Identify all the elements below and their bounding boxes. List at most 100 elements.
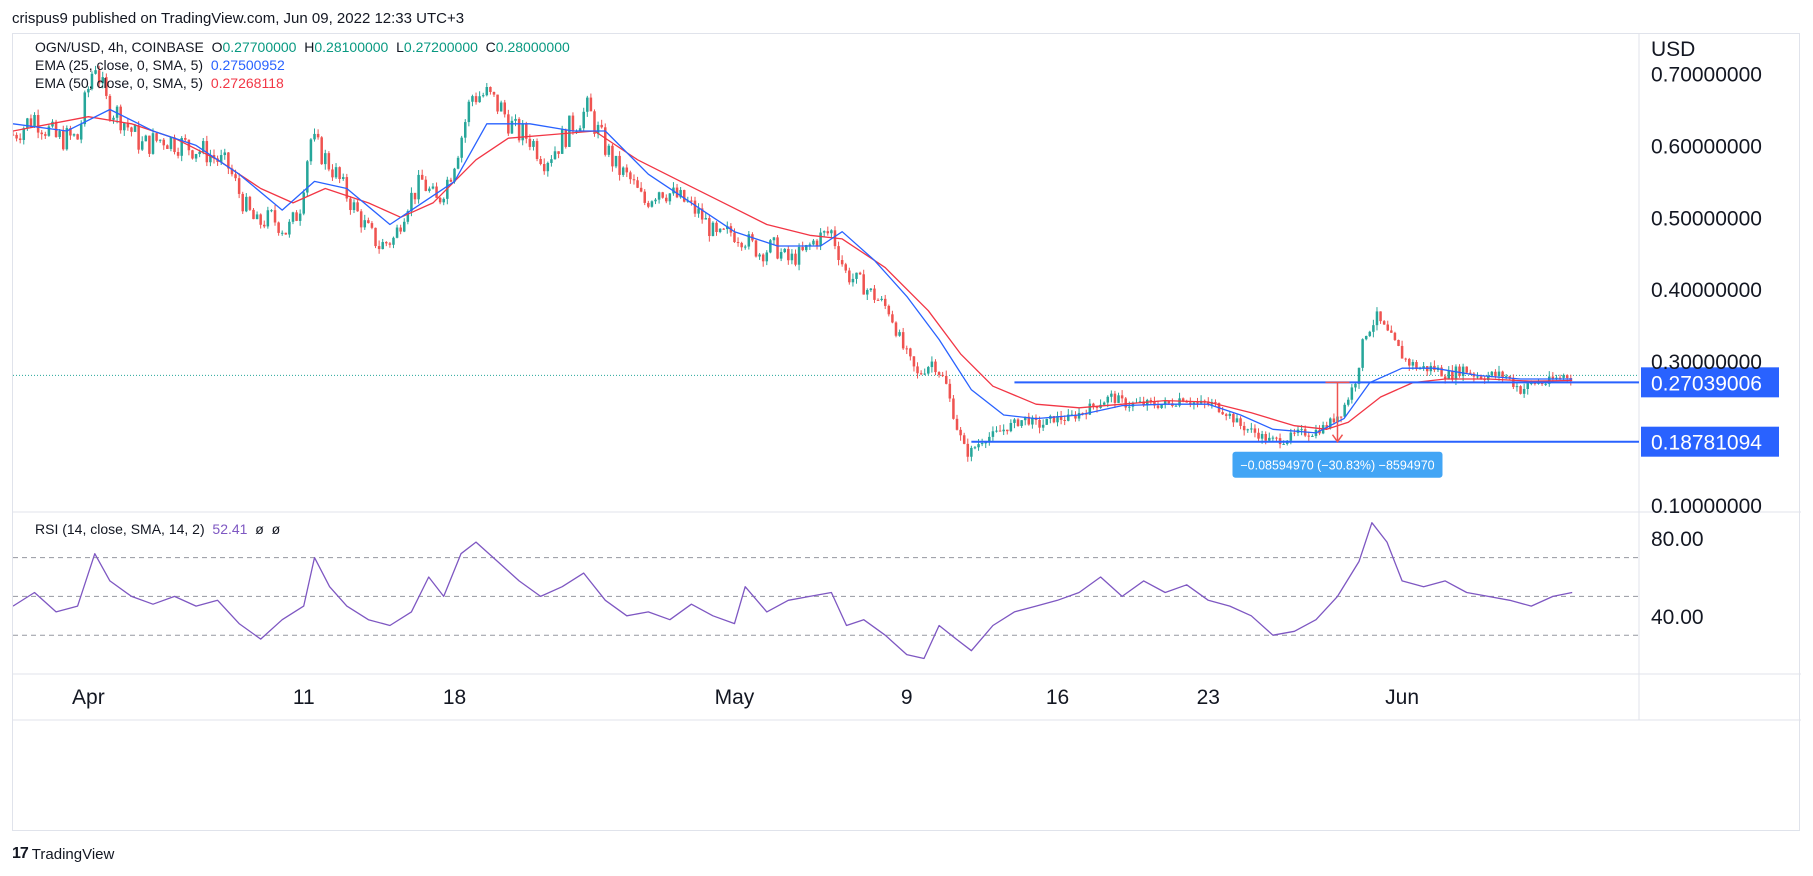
candle	[873, 285, 876, 304]
candle	[837, 241, 840, 266]
candle-body	[1548, 376, 1551, 384]
candle-body	[349, 198, 352, 211]
candle-body	[1232, 413, 1235, 423]
candle	[693, 196, 697, 217]
candle-body	[916, 366, 919, 374]
candle	[456, 155, 460, 170]
candle-body	[1077, 412, 1081, 419]
candle-body	[316, 133, 320, 138]
candle	[708, 214, 711, 242]
candle	[988, 432, 991, 446]
support-level-tag	[1641, 426, 1779, 457]
candle	[772, 236, 776, 246]
candle-body	[1533, 383, 1537, 385]
candle	[589, 93, 593, 112]
candle	[388, 241, 392, 248]
candle	[1325, 421, 1328, 430]
candle-body	[858, 272, 862, 275]
candle-body	[83, 92, 87, 125]
candle	[148, 135, 151, 157]
candle-body	[130, 127, 133, 132]
candle-body	[571, 115, 575, 132]
candle-body	[1250, 428, 1253, 430]
candle-body	[453, 168, 456, 182]
candle	[758, 252, 761, 260]
low-label: L	[396, 39, 404, 55]
ema50-legend[interactable]: EMA (50, close, 0, SMA, 5) 0.27268118	[35, 75, 284, 91]
candle	[1063, 415, 1066, 426]
candle	[158, 139, 162, 143]
candle	[1458, 364, 1461, 378]
ema25-legend[interactable]: EMA (25, close, 0, SMA, 5) 0.27500952	[35, 57, 285, 73]
candle	[550, 155, 553, 167]
close-label: C	[485, 39, 496, 55]
candle-body	[1300, 429, 1303, 431]
candle-body	[1530, 383, 1533, 385]
candle-body	[410, 192, 413, 212]
candle	[1034, 414, 1038, 425]
candle	[481, 92, 485, 98]
candle	[665, 194, 668, 204]
candle-body	[1347, 399, 1350, 405]
candle-body	[69, 128, 72, 136]
candle-body	[1031, 417, 1034, 425]
candle-body	[578, 128, 582, 131]
candle-body	[1023, 416, 1027, 421]
symbol-label[interactable]: OGN/USD, 4h, COINBASE	[35, 39, 204, 55]
candle	[359, 209, 363, 233]
candle-body	[184, 138, 187, 140]
candle-body	[1357, 367, 1361, 384]
candle	[582, 107, 585, 133]
candle-body	[1163, 400, 1167, 405]
candle-body	[1138, 401, 1142, 403]
candle	[1390, 325, 1393, 333]
candle-body	[1393, 332, 1397, 340]
candle	[848, 267, 851, 285]
candle-body	[402, 221, 406, 232]
candle	[464, 119, 467, 143]
time-tick-label: 23	[1197, 686, 1220, 709]
footer-brand[interactable]: TradingView	[31, 845, 115, 863]
candle	[962, 432, 966, 445]
candle-body	[532, 141, 535, 147]
candle-body	[582, 111, 585, 129]
candle	[1314, 424, 1318, 439]
candle	[1027, 412, 1031, 426]
candle-body	[385, 242, 388, 244]
candle	[654, 198, 657, 205]
candle-body	[1120, 395, 1124, 399]
candle	[417, 170, 420, 204]
candle-body	[133, 125, 137, 132]
footer: 17 TradingView	[12, 845, 114, 863]
candle	[1425, 366, 1429, 377]
candle	[1178, 392, 1181, 408]
candlestick-chart[interactable]: 0.27039006 0.18781094 −0.08594970 (−30.83%…	[13, 34, 1801, 832]
candle-body	[72, 134, 76, 136]
candle-body	[496, 94, 499, 112]
candle	[187, 139, 191, 156]
candle	[966, 438, 970, 462]
candle	[485, 83, 489, 97]
candle-body	[1458, 366, 1461, 377]
candle-body	[923, 373, 926, 375]
candle	[367, 217, 370, 224]
candle-body	[812, 240, 815, 245]
candle	[1013, 418, 1016, 429]
candle-body	[1289, 432, 1293, 441]
candle	[420, 169, 424, 180]
candle-body	[535, 141, 539, 159]
candle	[1433, 360, 1436, 373]
candle-body	[510, 120, 514, 134]
candle-body	[395, 227, 399, 238]
rsi-legend[interactable]: RSI (14, close, SMA, 14, 2) 52.41 ø ø	[35, 521, 280, 537]
candle	[862, 269, 865, 295]
candle	[1293, 428, 1296, 437]
candle-body	[654, 199, 657, 202]
candle	[743, 244, 747, 250]
chart-frame[interactable]: 0.27039006 0.18781094 −0.08594970 (−30.83%…	[12, 33, 1801, 832]
candle	[1235, 414, 1239, 423]
candle-body	[830, 230, 833, 234]
candle	[194, 153, 198, 162]
candle-body	[690, 200, 693, 202]
candle-body	[230, 168, 234, 175]
